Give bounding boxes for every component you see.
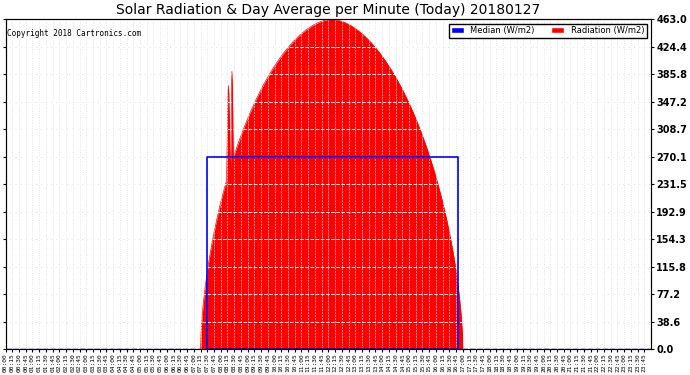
Legend: Median (W/m2), Radiation (W/m2): Median (W/m2), Radiation (W/m2) (448, 24, 647, 38)
Text: Copyright 2018 Cartronics.com: Copyright 2018 Cartronics.com (7, 29, 141, 38)
Title: Solar Radiation & Day Average per Minute (Today) 20180127: Solar Radiation & Day Average per Minute… (116, 3, 540, 17)
